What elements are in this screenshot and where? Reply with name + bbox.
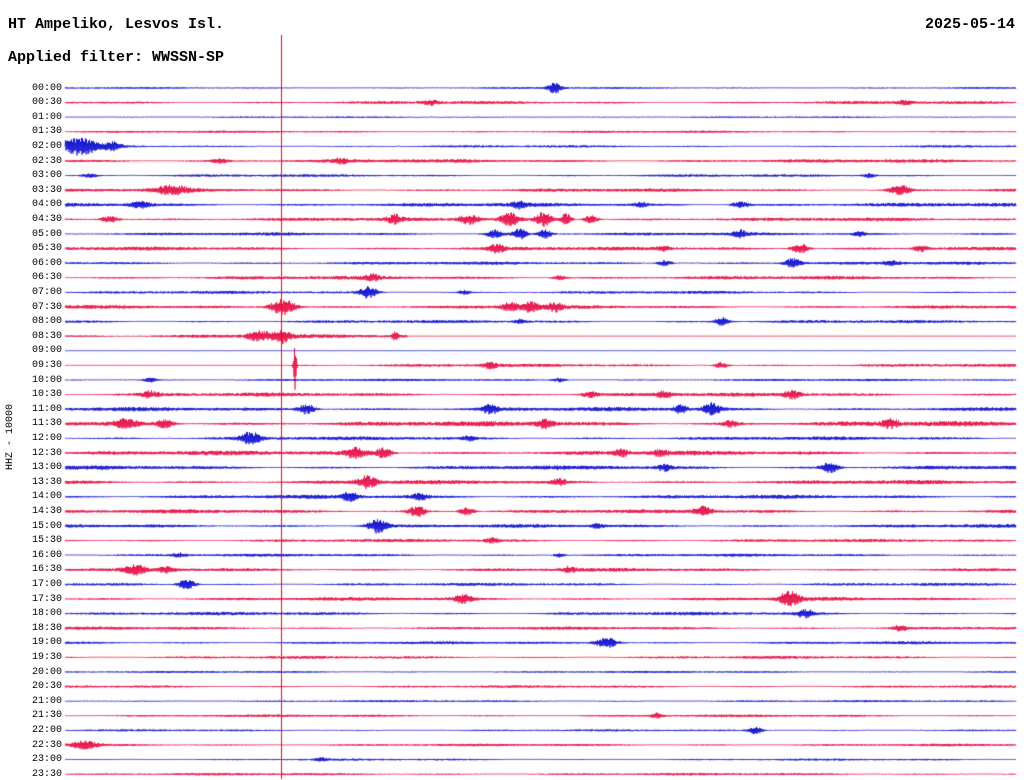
channel-scale-label: HHZ - 10000: [5, 403, 16, 470]
station-title: HT Ampeliko, Lesvos Isl.: [8, 16, 225, 33]
date-label: 2025-05-14: [924, 16, 1015, 33]
filter-label: Applied filter: WWSSN-SP: [8, 49, 225, 66]
